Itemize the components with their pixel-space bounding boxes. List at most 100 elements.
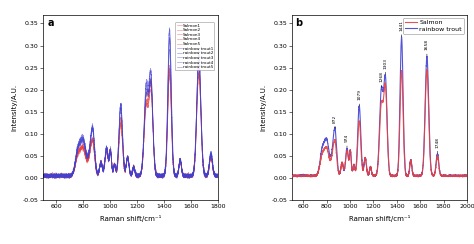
rainbow trout3 <box>79 134 84 137</box>
rainbow trout4 <box>180 173 186 176</box>
rainbow trout4 <box>215 173 221 176</box>
Salmon <box>464 174 470 177</box>
X-axis label: Raman shift/cm⁻¹: Raman shift/cm⁻¹ <box>348 215 410 222</box>
Salmon5 <box>40 174 46 177</box>
rainbow trout5 <box>64 175 70 178</box>
rainbow trout4 <box>54 177 60 180</box>
Line: Salmon3: Salmon3 <box>43 63 218 179</box>
rainbow trout1 <box>45 177 51 180</box>
rainbow trout2 <box>176 163 182 166</box>
rainbow trout1 <box>64 175 70 178</box>
Salmon5 <box>79 148 84 151</box>
rainbow trout5 <box>167 28 173 31</box>
Salmon1 <box>79 145 84 148</box>
Salmon1 <box>136 177 141 180</box>
Text: 1268: 1268 <box>379 71 383 81</box>
Salmon3 <box>180 173 186 175</box>
Salmon1 <box>50 173 55 176</box>
Line: rainbow trout3: rainbow trout3 <box>43 38 218 179</box>
rainbow trout <box>364 164 369 167</box>
rainbow trout4 <box>176 163 182 166</box>
Salmon <box>364 164 369 167</box>
Salmon4 <box>64 174 70 177</box>
Salmon2 <box>215 176 221 179</box>
Salmon1 <box>215 174 221 177</box>
rainbow trout2 <box>79 135 84 138</box>
Salmon4 <box>62 177 68 180</box>
rainbow trout <box>399 35 404 38</box>
Salmon4 <box>40 174 46 177</box>
rainbow trout2 <box>66 177 72 180</box>
rainbow trout5 <box>79 139 84 142</box>
Salmon2 <box>180 172 186 174</box>
rainbow trout4 <box>167 26 173 29</box>
rainbow trout <box>461 174 466 177</box>
Text: b: b <box>295 18 302 28</box>
rainbow trout3 <box>155 175 161 178</box>
Line: Salmon1: Salmon1 <box>43 73 218 178</box>
rainbow trout <box>356 106 362 109</box>
rainbow trout5 <box>215 174 221 177</box>
Salmon3 <box>155 175 161 178</box>
Salmon4 <box>180 172 186 175</box>
rainbow trout3 <box>50 175 55 178</box>
rainbow trout <box>294 175 300 178</box>
rainbow trout4 <box>79 140 84 143</box>
Salmon2 <box>79 146 84 149</box>
Salmon5 <box>64 174 70 177</box>
X-axis label: Raman shift/cm⁻¹: Raman shift/cm⁻¹ <box>100 215 161 222</box>
Line: rainbow trout4: rainbow trout4 <box>43 28 218 178</box>
rainbow trout1 <box>79 138 84 141</box>
Text: 1658: 1658 <box>425 39 429 50</box>
Salmon1 <box>176 166 182 169</box>
Line: rainbow trout: rainbow trout <box>292 37 467 177</box>
rainbow trout1 <box>167 48 173 51</box>
rainbow trout3 <box>160 177 165 180</box>
Line: Salmon: Salmon <box>292 70 467 177</box>
Salmon5 <box>50 175 55 178</box>
rainbow trout3 <box>64 174 70 177</box>
Salmon5 <box>176 165 182 168</box>
Salmon2 <box>176 164 182 167</box>
Salmon5 <box>155 174 161 177</box>
Line: rainbow trout1: rainbow trout1 <box>43 49 218 178</box>
Salmon <box>319 153 325 156</box>
Salmon5 <box>196 64 202 67</box>
rainbow trout1 <box>40 174 46 177</box>
rainbow trout3 <box>180 174 186 177</box>
Salmon5 <box>180 173 185 176</box>
Salmon3 <box>50 173 55 176</box>
Salmon1 <box>64 176 70 179</box>
rainbow trout5 <box>40 174 46 177</box>
rainbow trout2 <box>50 174 55 177</box>
rainbow trout2 <box>64 176 70 179</box>
rainbow trout <box>309 174 314 177</box>
Line: Salmon5: Salmon5 <box>43 65 218 179</box>
Text: 974: 974 <box>345 134 349 142</box>
Salmon4 <box>167 66 173 69</box>
Salmon <box>289 174 294 177</box>
rainbow trout5 <box>176 164 182 167</box>
rainbow trout1 <box>176 164 182 167</box>
Text: 872: 872 <box>333 114 337 123</box>
rainbow trout4 <box>50 174 55 177</box>
Text: 1079: 1079 <box>357 89 361 100</box>
rainbow trout4 <box>155 174 161 177</box>
Salmon3 <box>64 176 70 179</box>
rainbow trout1 <box>155 176 161 179</box>
rainbow trout2 <box>180 173 186 175</box>
Salmon4 <box>155 175 161 178</box>
Salmon3 <box>215 174 221 177</box>
Salmon2 <box>64 177 70 180</box>
Salmon5 <box>186 177 191 180</box>
Line: rainbow trout2: rainbow trout2 <box>43 38 218 179</box>
rainbow trout4 <box>40 175 46 178</box>
rainbow trout5 <box>155 174 161 177</box>
rainbow trout5 <box>50 174 55 177</box>
Line: rainbow trout5: rainbow trout5 <box>43 29 218 179</box>
Y-axis label: Intensity/A.U.: Intensity/A.U. <box>260 84 266 131</box>
Salmon1 <box>155 173 161 175</box>
Text: 1303: 1303 <box>383 58 387 69</box>
Y-axis label: Intensity/A.U.: Intensity/A.U. <box>11 84 17 131</box>
Salmon1 <box>180 173 186 176</box>
